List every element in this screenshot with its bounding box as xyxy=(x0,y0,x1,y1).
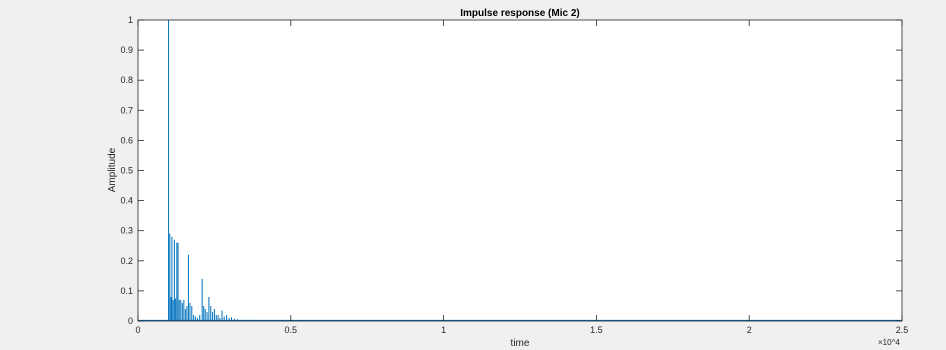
y-tick-label: 0.7 xyxy=(120,105,133,115)
y-tick-label: 0.5 xyxy=(120,166,133,176)
y-tick-label: 0.9 xyxy=(120,45,133,55)
plot-box xyxy=(137,19,903,322)
y-tick-label: 0.4 xyxy=(120,196,133,206)
impulse-series xyxy=(138,20,902,322)
y-tick-label: 1 xyxy=(128,15,133,25)
y-tick-label: 0.8 xyxy=(120,75,133,85)
x-exponent-label: ×10^4 xyxy=(878,338,900,347)
x-tick-label: 0 xyxy=(135,325,140,335)
x-tick-label: 1.5 xyxy=(590,325,603,335)
y-tick-label: 0.3 xyxy=(120,226,133,236)
y-tick-label: 0.2 xyxy=(120,256,133,266)
y-axis-label: Amplitude xyxy=(107,147,118,192)
x-axis-label: time xyxy=(511,338,530,349)
y-tick-label: 0.1 xyxy=(120,286,133,296)
y-tick-labels: 0 0.1 0.2 0.3 0.4 0.5 0.6 0.7 0.8 0.9 1 xyxy=(120,15,133,326)
x-tick-label: 2.5 xyxy=(896,325,909,335)
x-tick-label: 1 xyxy=(441,325,446,335)
plot-area xyxy=(138,20,902,321)
chart-title: Impulse response (Mic 2) xyxy=(460,8,579,19)
y-tick-label: 0 xyxy=(128,316,133,326)
x-tick-labels: 0 0.5 1 1.5 2 2.5 xyxy=(135,325,908,335)
x-tick-label: 2 xyxy=(747,325,752,335)
y-tick-label: 0.6 xyxy=(120,135,133,145)
x-tick-label: 0.5 xyxy=(285,325,298,335)
